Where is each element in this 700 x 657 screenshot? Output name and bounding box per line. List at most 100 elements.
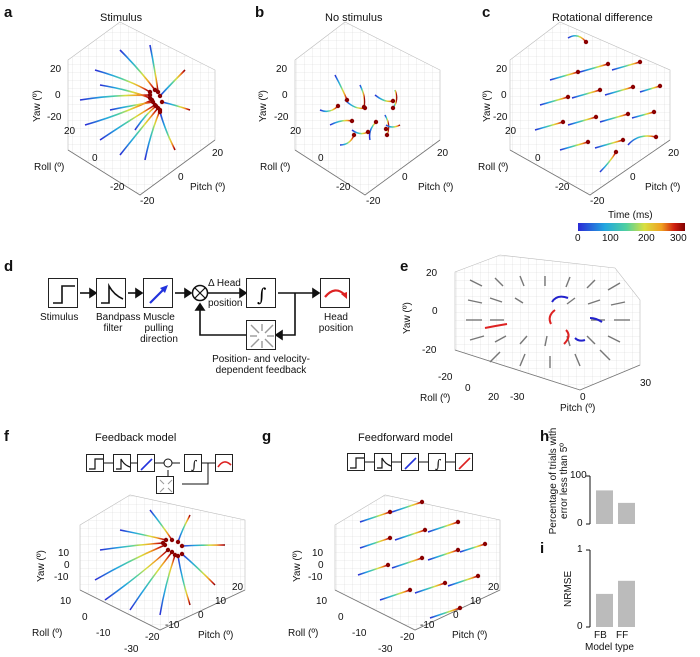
panel-c-roll-tick: -20 [555,182,570,193]
panel-g-yaw-tick: 0 [318,560,324,571]
panel-g-letter: g [262,428,272,445]
bar-h-fb [596,490,613,524]
head-trajectory-icon [217,461,232,468]
panel-a-trajectories [79,44,191,161]
bandpass-label: Bandpass filter [96,312,141,334]
panel-g-pitch-tick: 0 [453,610,459,621]
panel-e-roll-tick: 0 [465,383,471,394]
panel-c-roll-label: Roll (º) [478,162,509,173]
f-bandpass-mini [113,454,131,472]
panel-i-ylabel: NRMSE [563,570,574,607]
panel-e-pitch-tick: 0 [580,392,586,403]
panel-b-yaw-tick: 0 [282,90,288,101]
panel-h-axes [586,475,591,525]
panel-b-roll-tick: -20 [336,182,351,193]
panel-g-pitch-tick: 10 [470,596,482,607]
panel-a-pitch-tick: -20 [140,196,155,207]
bar-i-ff [618,580,635,627]
panel-a-box [67,21,216,196]
f-stimulus-mini [86,454,104,472]
panel-f-pitch-label: Pitch (º) [198,630,234,641]
muscle-block [143,278,173,308]
panel-c-title: Rotational difference [552,12,653,24]
panel-i-axes [586,549,591,628]
panel-h-ytick: 0 [577,518,583,529]
panel-e-yaw-tick: 0 [432,306,438,317]
panel-a-title: Stimulus [100,12,143,24]
panel-f-pitch-tick: 10 [215,596,227,607]
colorbar-tick: 0 [575,233,581,244]
panel-b-pitch-tick: -20 [366,196,381,207]
panel-g-pitch-tick: -30 [378,644,393,655]
integral-icon: ∫ [257,285,267,306]
panel-g-roll-label: Roll (º) [288,628,319,639]
head-trajectory-icon [324,289,347,299]
panel-a-roll-tick: -20 [110,182,125,193]
panel-b-yaw-tick: -20 [274,112,289,123]
panel-f-yaw-label: Yaw (º) [36,550,47,582]
panel-e-yaw-tick: -20 [422,345,437,356]
panel-a-pitch-tick: 0 [178,172,184,183]
colorbar-tick: 200 [638,233,655,244]
stimulus-label: Stimulus [40,312,79,323]
panel-f-pitch-tick: -10 [165,620,180,631]
feedback-field-icon [250,324,274,348]
panel-i-category: FB [594,630,607,641]
head-position-block [320,278,350,308]
panel-b-pitch-tick: 0 [402,172,408,183]
direction-arrow-icon [149,285,168,304]
colorbar-tick: 300 [670,233,687,244]
step-function-icon [350,457,364,469]
panel-c-roll-tick: 20 [505,126,517,137]
panel-a-arrowheads [147,87,165,115]
panel-c-yaw-label: Yaw (º) [482,90,493,122]
panel-c-pitch-label: Pitch (º) [645,182,681,193]
panel-b-roll-tick: 20 [290,126,302,137]
panel-g-yaw-label: Yaw (º) [292,550,303,582]
bandpass-response-icon [116,458,131,470]
panel-g-pitch-tick: -20 [400,632,415,643]
f-muscle-mini [137,454,155,472]
panel-e-roll-label: Roll (º) [420,393,451,404]
panel-a-yaw-tick: 20 [50,64,62,75]
panel-i-xlabel: Model type [585,642,634,653]
panel-c-pitch-tick: 0 [630,172,636,183]
panel-e-pitch-label: Pitch (º) [560,403,596,414]
panel-e-roll-tick: -20 [438,372,453,383]
feedback-label: Position- and velocity-dependent feedbac… [212,354,310,376]
panel-a-yaw-tick: 0 [55,90,61,101]
panel-f-roll-tick: -10 [96,628,111,639]
panel-c-pitch-tick: -20 [590,196,605,207]
head-position-label: Head position [318,312,354,334]
panel-f-roll-label: Roll (º) [32,628,63,639]
step-function-icon [53,285,75,304]
panel-g-yaw-tick: 10 [312,548,324,559]
bandpass-response-icon [377,457,392,469]
panel-f-title: Feedback model [95,432,177,444]
panel-f-yaw-tick: -10 [54,572,69,583]
panel-h-letter: h [540,428,550,445]
panel-c-roll-tick: 0 [535,153,541,164]
panel-c-yaw-tick: -20 [493,112,508,123]
panel-c-yaw-tick: 20 [496,64,508,75]
panel-f-box [79,494,246,631]
svg-text:∫: ∫ [191,458,198,472]
panel-b-box [294,21,441,196]
head-direction-icon [458,457,471,470]
panel-a-yaw-tick: -20 [47,112,62,123]
svg-text:∫: ∫ [257,285,267,306]
panel-c-letter: c [482,4,491,21]
panel-f-trajectories [94,509,226,616]
panel-a-pitch-tick: 20 [212,148,224,159]
panel-g-pitch-tick: 20 [488,582,500,593]
stimulus-block [48,278,78,308]
colorbar [578,223,685,231]
panel-f-arrowheads [160,537,185,559]
panel-e-yaw-tick: 20 [426,268,438,279]
panel-e-vector-field [466,275,630,368]
panel-f-roll-tick: 10 [60,596,72,607]
panel-c-pitch-tick: 20 [668,148,680,159]
panel-a-letter: a [4,4,13,21]
panel-a-roll-tick: 20 [64,126,76,137]
